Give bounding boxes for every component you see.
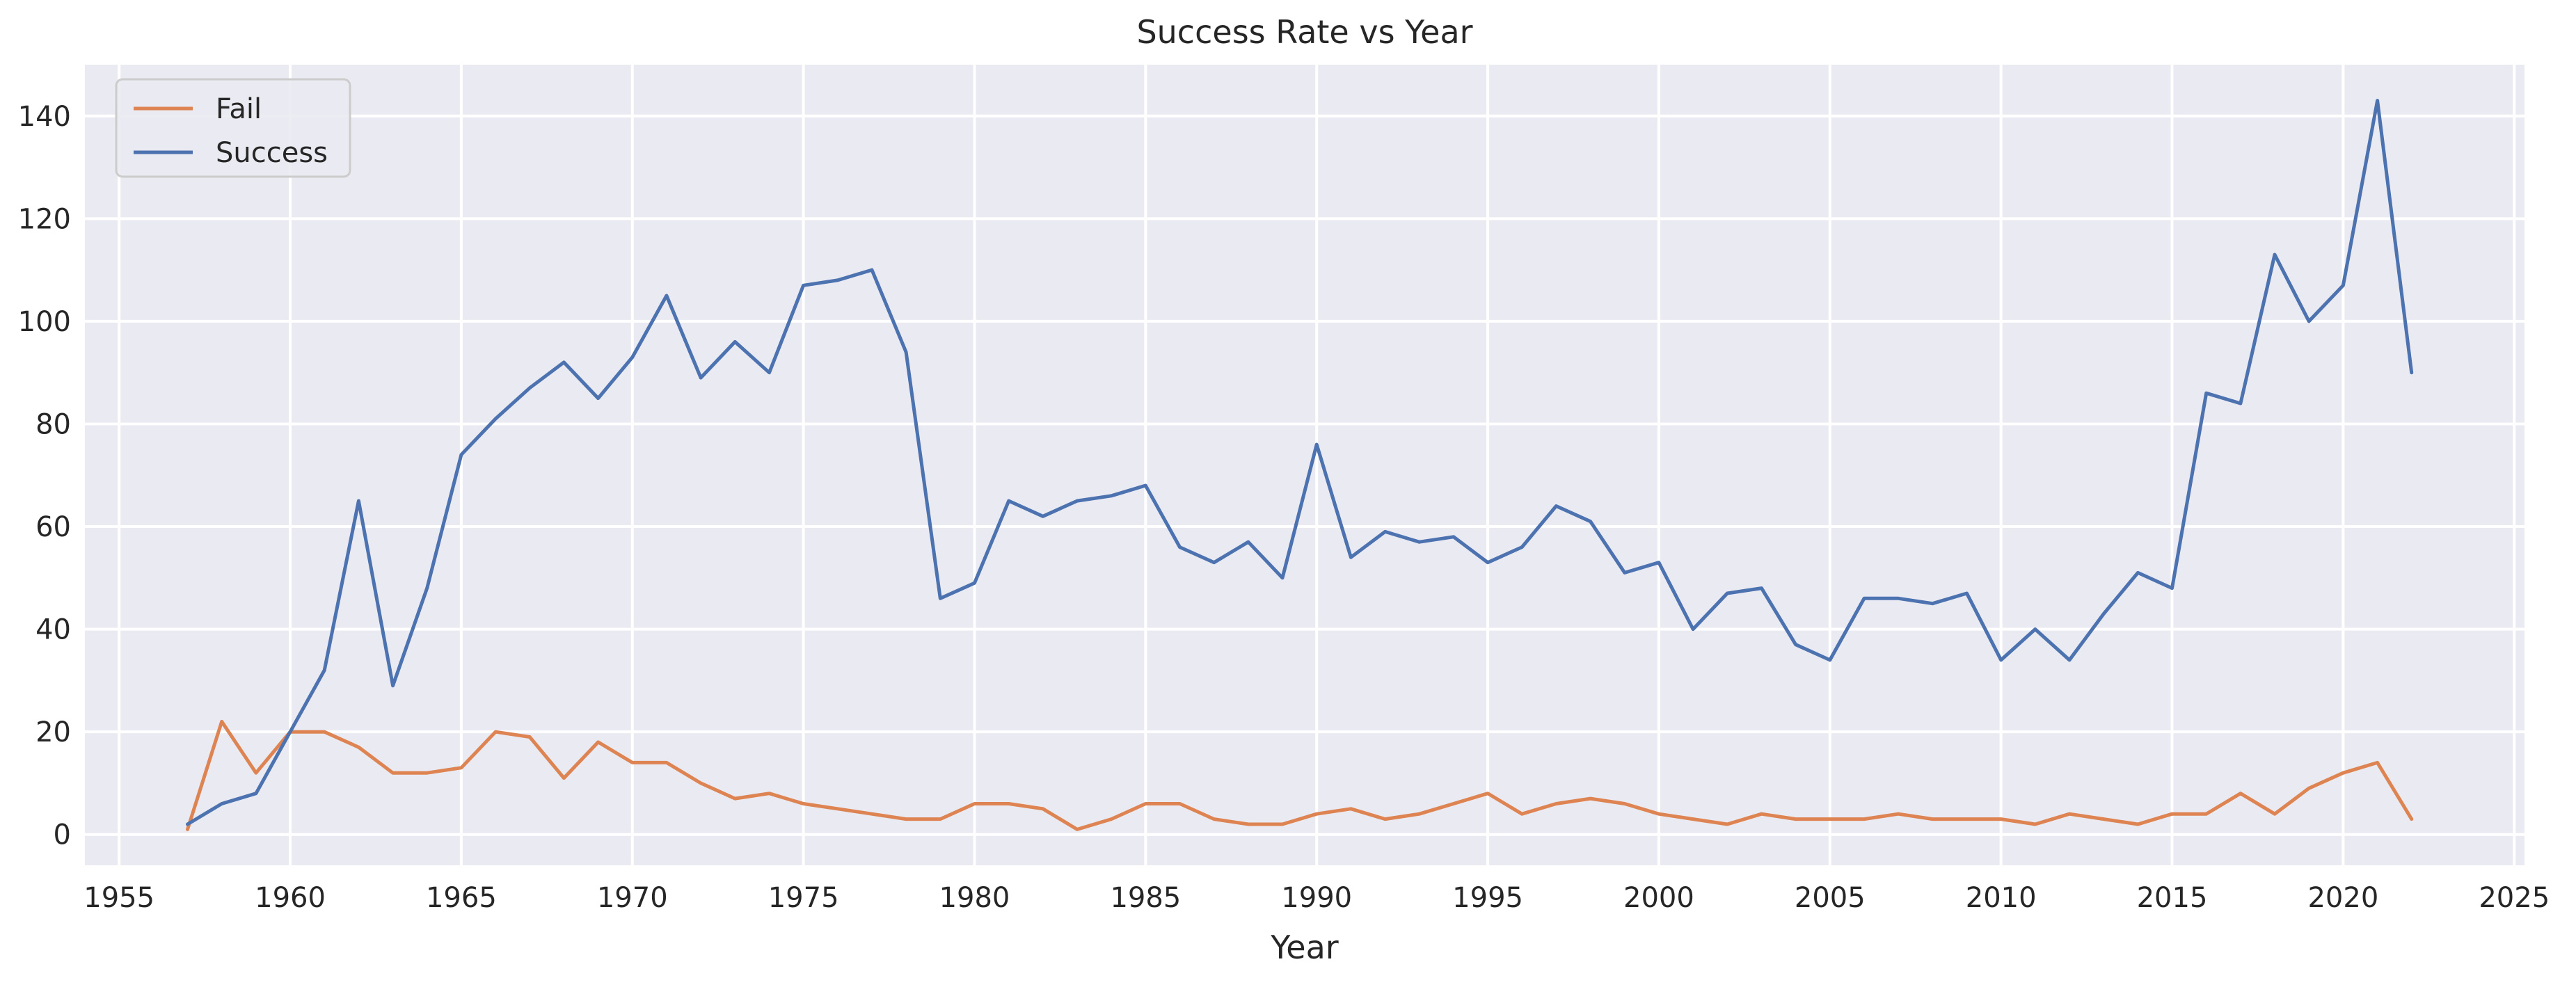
y-tick-label: 140 bbox=[18, 101, 71, 133]
y-axis-ticks: 0 20 40 60 80 100 120 140 bbox=[18, 101, 71, 851]
grid-lines bbox=[85, 65, 2525, 865]
x-tick-label: 2025 bbox=[2479, 882, 2550, 914]
y-tick-label: 0 bbox=[54, 819, 71, 851]
x-tick-label: 1980 bbox=[939, 882, 1010, 914]
legend-label-success: Success bbox=[216, 137, 328, 169]
x-tick-label: 1955 bbox=[84, 882, 154, 914]
x-axis-ticks: 1955 1960 1965 1970 1975 1980 1985 1990 1995 2000… bbox=[84, 882, 2550, 914]
series-line-success bbox=[186, 99, 2414, 826]
x-tick-label: 1990 bbox=[1281, 882, 1352, 914]
x-tick-label: 2005 bbox=[1795, 882, 1866, 914]
x-tick-label: 1995 bbox=[1452, 882, 1523, 914]
x-tick-label: 2010 bbox=[1966, 882, 2037, 914]
plot-area bbox=[85, 65, 2525, 865]
y-tick-label: 40 bbox=[35, 614, 71, 646]
x-tick-label: 1970 bbox=[597, 882, 668, 914]
chart-title: Success Rate vs Year bbox=[1136, 13, 1472, 51]
y-tick-label: 80 bbox=[35, 408, 71, 440]
legend-label-fail: Fail bbox=[216, 93, 262, 125]
y-tick-label: 120 bbox=[18, 203, 71, 235]
x-tick-label: 1960 bbox=[255, 882, 326, 914]
y-tick-label: 60 bbox=[35, 511, 71, 543]
y-tick-label: 100 bbox=[18, 306, 71, 338]
x-tick-label: 2015 bbox=[2137, 882, 2208, 914]
x-tick-label: 1985 bbox=[1110, 882, 1181, 914]
series-line-fail bbox=[186, 719, 2414, 831]
x-tick-label: 2020 bbox=[2307, 882, 2378, 914]
x-axis-label: Year bbox=[1270, 929, 1338, 966]
x-tick-label: 2000 bbox=[1623, 882, 1694, 914]
y-tick-label: 20 bbox=[35, 716, 71, 748]
x-tick-label: 1975 bbox=[768, 882, 839, 914]
legend: Fail Success bbox=[115, 78, 351, 178]
series-lines bbox=[186, 99, 2414, 831]
x-tick-label: 1965 bbox=[426, 882, 497, 914]
